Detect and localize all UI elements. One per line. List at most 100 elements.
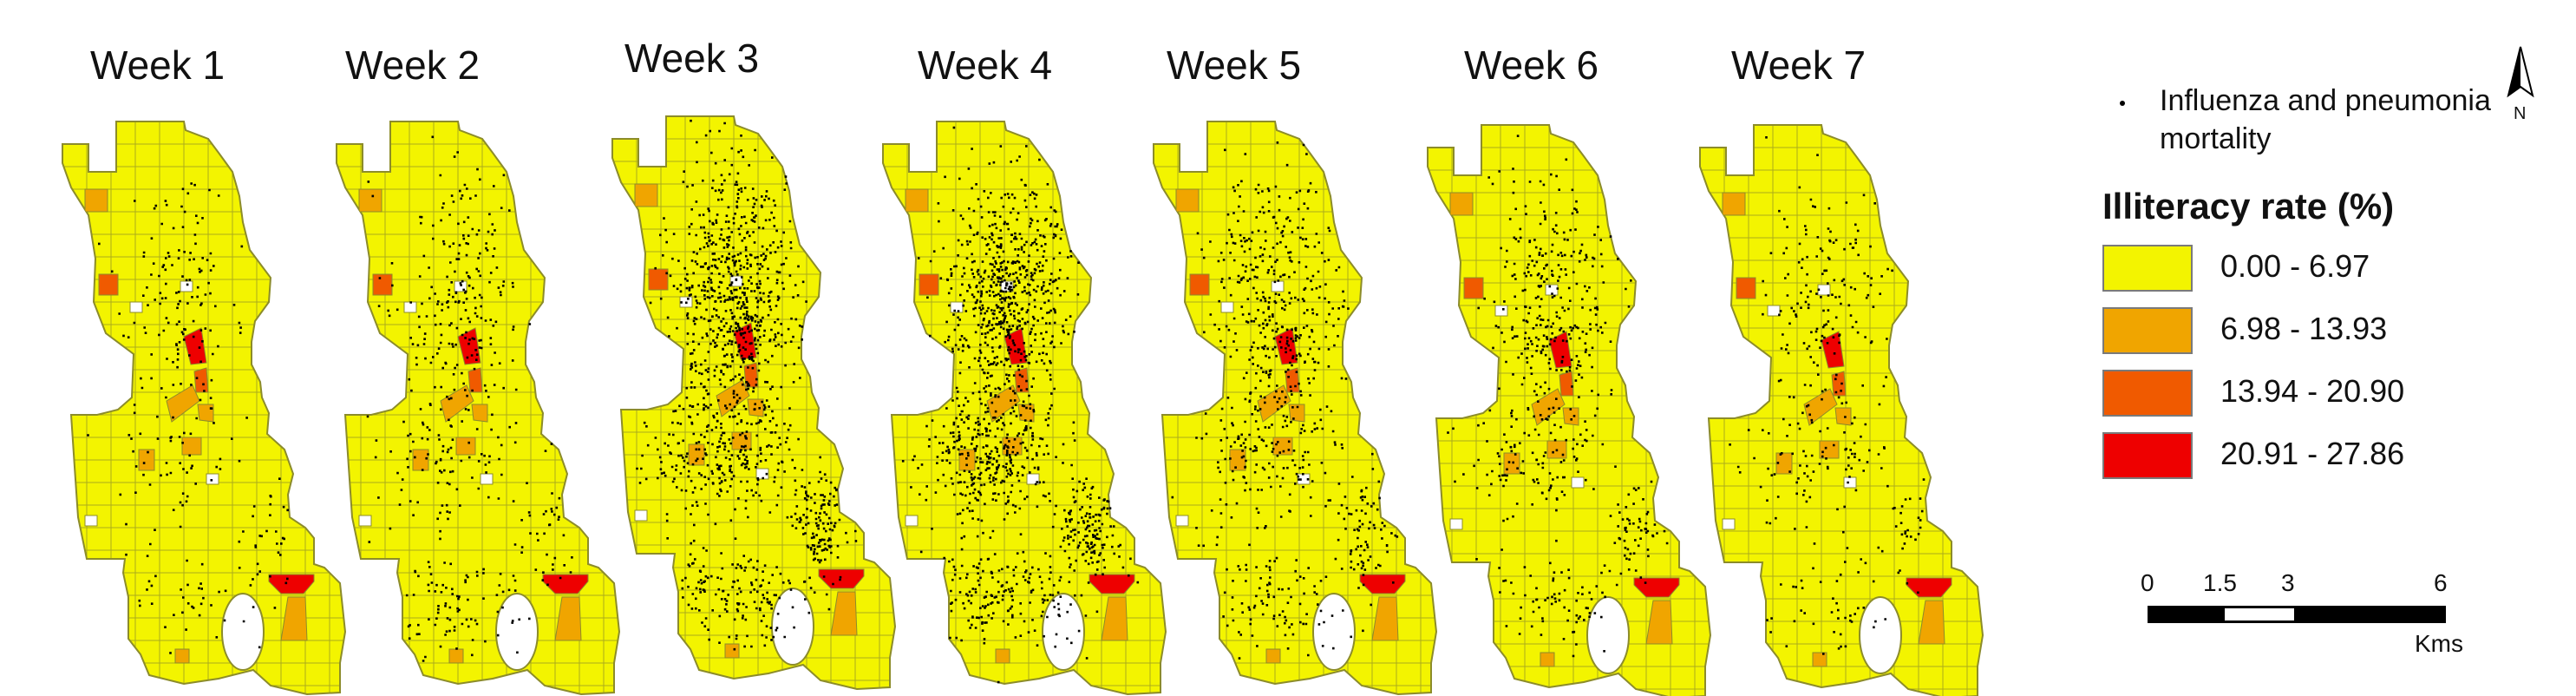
tract-10 <box>1359 574 1406 594</box>
white-tract-2 <box>480 473 494 485</box>
map-week-6 <box>1427 124 1712 696</box>
tract-4 <box>1257 384 1291 423</box>
tract-6 <box>138 449 155 471</box>
tract-1 <box>648 268 669 291</box>
tract-2 <box>1821 331 1845 369</box>
week-2-label: Week 2 <box>345 43 481 88</box>
tract-8 <box>830 591 858 636</box>
tract-grid <box>62 121 345 694</box>
tract-6 <box>1229 449 1246 471</box>
tract-10 <box>542 574 589 594</box>
tract-grid <box>883 121 1166 694</box>
lake-calumet <box>1859 596 1902 674</box>
legend-title: Illiteracy rate (%) <box>2102 186 2395 227</box>
tract-7 <box>455 437 476 456</box>
white-tract-0 <box>180 280 193 292</box>
week-3-label: Week 3 <box>624 36 760 81</box>
legend-swatch-1 <box>2102 245 2193 292</box>
map-week-5 <box>1153 121 1438 696</box>
tract-8 <box>554 596 582 641</box>
tract-6 <box>412 449 429 471</box>
tract-9 <box>724 643 740 659</box>
tract-0 <box>905 188 929 213</box>
tract-0 <box>634 183 658 207</box>
legend-swatch-4 <box>2102 432 2193 479</box>
white-tract-3 <box>1722 518 1736 530</box>
tract-grid <box>612 116 895 689</box>
map-week-3 <box>611 115 897 691</box>
tract-6 <box>1503 452 1520 475</box>
scale-segment-2 <box>2222 606 2297 623</box>
legend-swatch-2 <box>2102 307 2193 354</box>
scale-tick-0: 0 <box>2141 569 2154 596</box>
tract-1 <box>1189 273 1210 296</box>
tract-6 <box>1775 452 1793 475</box>
scale-segment-1 <box>2148 606 2222 623</box>
lake-calumet <box>221 593 265 671</box>
tract-3 <box>1559 371 1574 397</box>
legend-class-4-label: 20.91 - 27.86 <box>2220 436 2405 471</box>
tract-3 <box>743 362 759 388</box>
tract-9 <box>448 648 464 664</box>
legend-class-3-label: 13.94 - 20.90 <box>2220 373 2405 409</box>
tract-5 <box>1288 404 1305 423</box>
legend-class-1-label: 0.00 - 6.97 <box>2220 248 2370 284</box>
tract-6 <box>688 443 705 466</box>
scale-segment-3 <box>2297 606 2446 623</box>
legend-class-2-label: 6.98 - 13.93 <box>2220 311 2388 346</box>
week-7-label: Week 7 <box>1731 43 1867 88</box>
white-tract-1 <box>129 301 143 313</box>
mortality-legend-label: Influenza and pneumonia mortality <box>2160 84 2491 155</box>
tract-5 <box>471 404 488 423</box>
tract-7 <box>181 437 202 456</box>
tract-1 <box>1736 277 1756 299</box>
tract-3 <box>467 367 483 393</box>
tract-9 <box>1540 652 1555 667</box>
tract-grid <box>337 121 619 694</box>
map-week-2 <box>336 121 621 696</box>
white-tract-1 <box>1220 301 1234 313</box>
white-tract-0 <box>729 275 743 287</box>
tract-10 <box>268 574 315 594</box>
tract-3 <box>1831 371 1847 397</box>
white-tract-3 <box>1175 515 1189 527</box>
tract-8 <box>280 596 308 641</box>
tract-10 <box>1089 574 1135 594</box>
week-6-label: Week 6 <box>1464 43 1599 88</box>
map-week-1 <box>62 121 347 696</box>
tract-0 <box>358 188 382 213</box>
white-tract-2 <box>1571 476 1585 489</box>
white-tract-3 <box>634 509 648 522</box>
north-label: N <box>2514 104 2527 123</box>
tract-1 <box>1463 277 1484 299</box>
tract-9 <box>1265 648 1281 664</box>
tract-2 <box>457 327 481 365</box>
scale-tick-6: 6 <box>2434 569 2448 596</box>
tract-1 <box>919 273 939 296</box>
lake-calumet <box>771 588 814 666</box>
week-4-label: Week 4 <box>918 43 1053 88</box>
white-tract-1 <box>950 301 964 313</box>
tract-0 <box>1449 192 1474 216</box>
lake-calumet <box>1312 593 1356 671</box>
tract-3 <box>193 367 209 393</box>
tract-0 <box>1722 192 1746 216</box>
scale-tick-1-5: 1.5 <box>2203 569 2237 596</box>
tract-8 <box>1645 600 1673 645</box>
tract-8 <box>1101 596 1128 641</box>
tract-4 <box>440 384 474 423</box>
scale-tick-3: 3 <box>2281 569 2295 596</box>
tract-5 <box>1562 407 1579 426</box>
lake-calumet <box>495 593 539 671</box>
lake-calumet <box>1586 596 1630 674</box>
tract-5 <box>1834 407 1852 426</box>
tract-9 <box>174 648 190 664</box>
week-1-label: Week 1 <box>90 43 226 88</box>
white-tract-3 <box>84 515 98 527</box>
north-arrow-icon <box>2507 46 2534 98</box>
tract-9 <box>995 648 1010 664</box>
tract-4 <box>1803 388 1838 426</box>
tract-5 <box>747 398 764 417</box>
white-tract-0 <box>1271 280 1285 292</box>
